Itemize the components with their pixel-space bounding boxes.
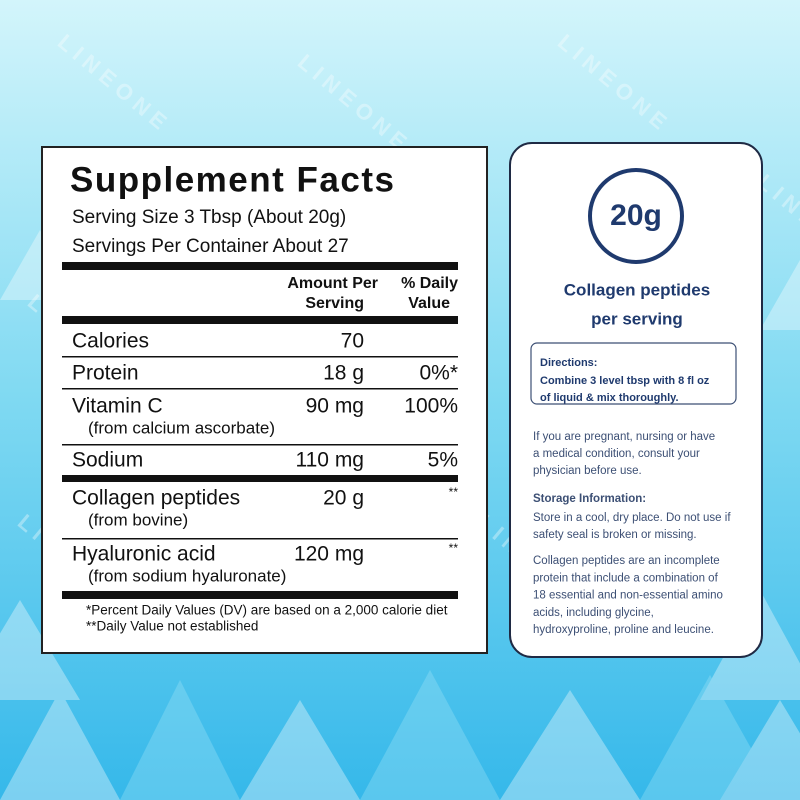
nutrient-amount: 90 mg: [306, 395, 364, 418]
nutrient-amount: 20 g: [323, 487, 364, 510]
row-rule: [62, 356, 458, 358]
storage-line: safety seal is broken or missing.: [533, 529, 697, 541]
row-rule: [62, 444, 458, 446]
directions-title: Directions:: [540, 357, 597, 369]
directions-box: [530, 342, 737, 405]
header-amount: Amount Per: [287, 275, 378, 292]
row-rule: [62, 591, 458, 599]
nutrient-daily-value: **: [449, 485, 459, 499]
facts-panel: [41, 146, 488, 654]
facts-rows: Calories 70 Protein 18 g 0%* Vitamin C 90 mg 10…: [62, 330, 458, 599]
header-amount: Serving: [305, 295, 364, 312]
nutrient-source: (from calcium ascorbate): [88, 418, 275, 437]
row-rule: [62, 388, 458, 390]
storage-title: Storage Information:: [533, 493, 646, 505]
description-line: protein that include a combination of: [533, 572, 719, 584]
badge-caption: Collagen peptides: [564, 280, 710, 299]
nutrient-name: Calories: [72, 330, 149, 353]
description-line: acids, including glycine,: [533, 607, 654, 619]
row-rule: [62, 475, 458, 482]
directions-line: Combine 3 level tbsp with 8 fl oz: [540, 375, 710, 387]
footnote: *Percent Daily Values (DV) are based on …: [86, 603, 448, 618]
nutrient-name: Protein: [72, 362, 139, 385]
info-text: Combine 3 level tbsp with 8 fl oz of liqu…: [533, 375, 731, 636]
nutrient-amount: 120 mg: [294, 543, 364, 566]
nutrient-source: (from sodium hyaluronate): [88, 566, 286, 585]
pregnancy-note: If you are pregnant, nursing or have: [533, 431, 715, 443]
facts-title: Supplement Facts: [70, 160, 395, 199]
footnote: **Daily Value not established: [86, 619, 258, 634]
nutrient-daily-value: **: [449, 541, 459, 555]
nutrient-name: Vitamin C: [72, 395, 163, 418]
pregnancy-note: physician before use.: [533, 465, 642, 477]
nutrient-amount: 18 g: [323, 362, 364, 385]
nutrient-name: Hyaluronic acid: [72, 543, 216, 566]
nutrient-daily-value: 5%: [428, 449, 458, 472]
badge-circle: [588, 168, 684, 264]
badge-value: 20g: [610, 199, 662, 232]
row-rule: [62, 538, 458, 540]
nutrient-name: Collagen peptides: [72, 487, 240, 510]
thick-rule: [62, 262, 458, 270]
serving-size: Serving Size 3 Tbsp (About 20g): [72, 207, 346, 228]
description-line: 18 essential and non-essential amino: [533, 590, 723, 602]
thick-rule: [62, 316, 458, 324]
nutrient-daily-value: 100%: [404, 395, 458, 418]
nutrient-daily-value: 0%*: [419, 362, 458, 385]
servings-per-container: Servings Per Container About 27: [72, 236, 349, 257]
header-daily-value: Value: [408, 295, 450, 312]
nutrient-amount: 110 mg: [296, 449, 365, 472]
description-line: hydroxyproline, proline and leucine.: [533, 624, 714, 636]
directions-line: of liquid & mix thoroughly.: [540, 392, 679, 404]
storage-line: Store in a cool, dry place. Do not use i…: [533, 512, 731, 524]
badge-caption: per serving: [591, 309, 683, 328]
nutrient-amount: 70: [341, 330, 364, 353]
info-card: [509, 142, 763, 658]
header-daily-value: % Daily: [401, 275, 458, 292]
nutrient-source: (from bovine): [88, 510, 188, 529]
pregnancy-note: a medical condition, consult your: [533, 448, 700, 460]
description-line: Collagen peptides are an incomplete: [533, 555, 720, 567]
nutrient-name: Sodium: [72, 449, 143, 472]
